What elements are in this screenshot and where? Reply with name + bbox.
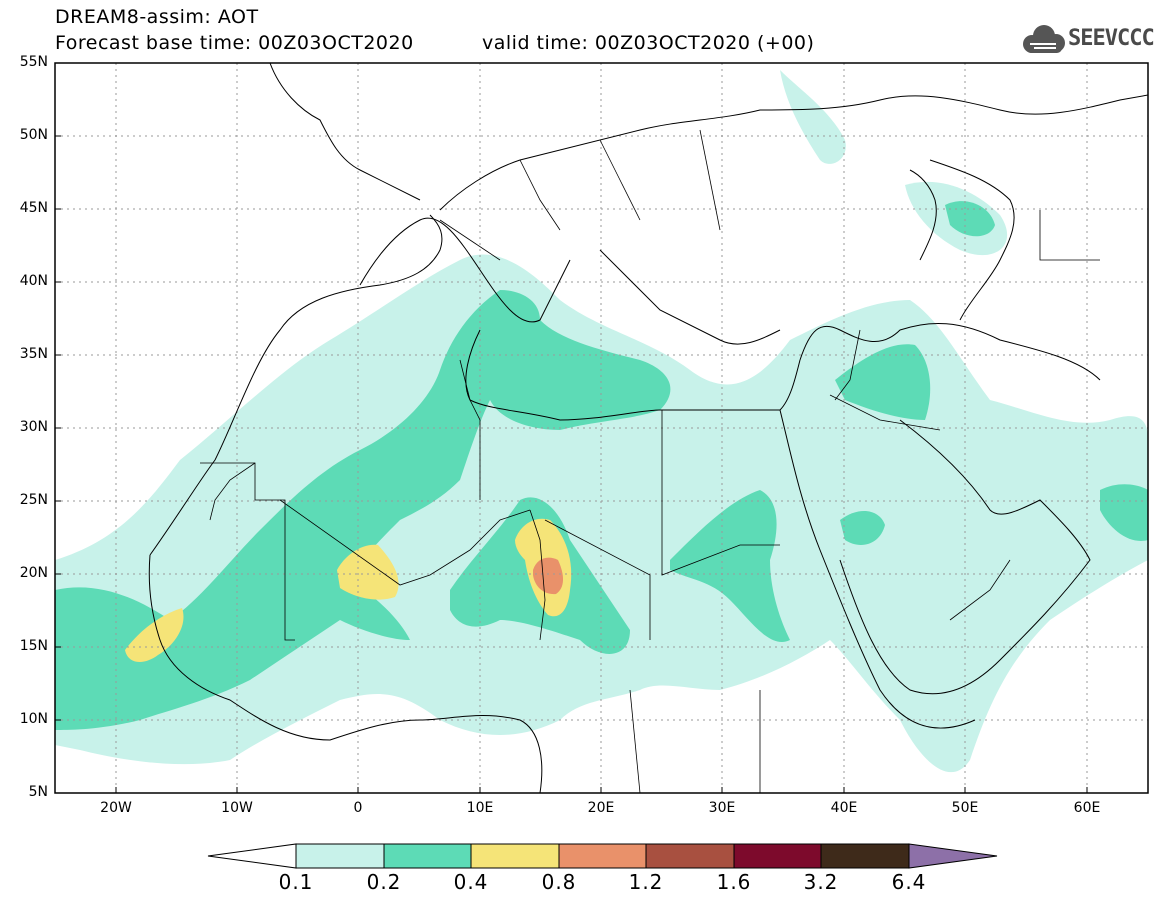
forecast-base-time: Forecast base time: 00Z03OCT2020 xyxy=(55,32,414,54)
lat-label: 35N xyxy=(19,346,48,362)
lon-label: 10E xyxy=(466,800,494,816)
lon-label: 20W xyxy=(100,800,132,816)
lon-label: 30E xyxy=(708,800,736,816)
lat-label: 15N xyxy=(19,638,48,654)
lon-label: 10W xyxy=(221,800,253,816)
valid-time: valid time: 00Z03OCT2020 (+00) xyxy=(482,32,815,54)
map-title: DREAM8-assim: AOT xyxy=(55,6,259,28)
colorbar-label: 3.2 xyxy=(803,870,839,894)
lon-label: 60E xyxy=(1073,800,1101,816)
lat-label: 45N xyxy=(19,200,48,216)
lat-label: 25N xyxy=(19,492,48,508)
axis-ticks xyxy=(55,135,1088,793)
lat-label: 10N xyxy=(19,711,48,727)
colorbar-label: 1.6 xyxy=(716,870,752,894)
aot-region-high-mali xyxy=(337,544,399,600)
lat-label: 5N xyxy=(28,784,48,800)
country-borders xyxy=(200,129,1100,793)
aot-contour-layer xyxy=(55,70,1148,773)
colorbar-label: 0.2 xyxy=(366,870,402,894)
colorbar-label: 1.2 xyxy=(628,870,664,894)
aot-region-mid-caspian xyxy=(945,201,995,237)
logo-text: SEEVCCC xyxy=(1068,26,1155,51)
aot-region-mid-arabia xyxy=(1100,484,1148,541)
lon-label: 40E xyxy=(830,800,858,816)
lon-label: 50E xyxy=(951,800,979,816)
aot-region-high-senegal xyxy=(125,608,184,662)
lat-label: 20N xyxy=(19,565,48,581)
aot-region-low-north xyxy=(780,70,846,164)
lat-label: 55N xyxy=(19,54,48,70)
aot-region-mid-ethiopia xyxy=(840,510,885,545)
lat-label: 40N xyxy=(19,273,48,289)
aot-region-mid-sudan xyxy=(670,490,790,642)
lat-label: 50N xyxy=(19,127,48,143)
colorbar-label: 0.4 xyxy=(453,870,489,894)
colorbar-label: 0.1 xyxy=(278,870,314,894)
aot-region-veryhigh-chad xyxy=(533,557,564,595)
lon-label: 20E xyxy=(587,800,615,816)
aot-region-mid xyxy=(55,290,671,730)
lon-label: 0 xyxy=(353,800,363,816)
map-gridlines xyxy=(55,63,1148,793)
lat-label: 30N xyxy=(19,419,48,435)
colorbar-label: 0.8 xyxy=(541,870,577,894)
seevccc-logo xyxy=(1023,25,1065,53)
aot-region-mid-iraq xyxy=(835,344,931,420)
colorbar-label: 6.4 xyxy=(891,870,927,894)
